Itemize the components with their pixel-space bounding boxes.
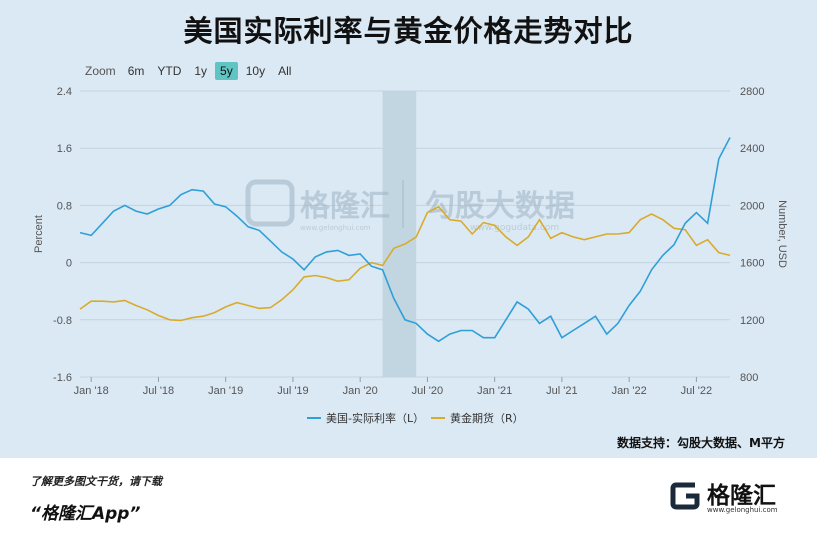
footer-promo-text: 了解更多图文干货，请下载 (30, 475, 162, 488)
watermark-url: www.gogudata.com (470, 223, 559, 233)
x-axis-ticks: Jan '18 Jul '18 Jan '19 Jul '19 Jan '20 Jul '… (74, 377, 712, 397)
watermark-partner: 勾股大数据 (425, 189, 575, 224)
right-tick-label: 1200 (740, 315, 764, 327)
watermark: 格隆汇 www.gelonghui.com 勾股大数据 www.gogudata… (245, 179, 575, 233)
brand-logo-icon (670, 482, 700, 510)
left-axis-ticks: 2.4 1.6 0.8 0 -0.8 -1.6 (53, 86, 72, 384)
watermark-brand: 格隆汇 (300, 189, 390, 224)
zoom-6m-button[interactable]: 6m (127, 64, 145, 78)
right-tick-label: 1600 (740, 258, 764, 270)
footer: 了解更多图文干货，请下载 “格隆汇App” 格隆汇 www.gelonghui.… (0, 458, 817, 538)
chart-title: 美国实际利率与黄金价格走势对比 (183, 14, 634, 48)
zoom-all-button[interactable]: All (278, 64, 292, 78)
x-tick-label: Jul '20 (412, 385, 443, 397)
right-axis-label: Number, USD (776, 200, 788, 268)
legend: 美国-实际利率（L） 黄金期货（R） (307, 411, 524, 425)
x-tick-label: Jul '22 (681, 385, 712, 397)
x-tick-label: Jul '21 (546, 385, 577, 397)
left-tick-label: 2.4 (57, 86, 72, 98)
x-tick-label: Jul '19 (277, 385, 308, 397)
zoom-bar: Zoom 6m YTD 1y 5y 10y All (85, 62, 299, 80)
series-gold-line (79, 205, 731, 322)
right-tick-label: 800 (740, 372, 758, 384)
left-tick-label: -1.6 (53, 372, 72, 384)
footer-app-name: “格隆汇App” (30, 504, 141, 524)
right-axis-ticks: 2800 2400 2000 1600 1200 800 (740, 86, 764, 384)
x-tick-label: Jan '21 (477, 385, 512, 397)
left-tick-label: 0 (66, 258, 72, 270)
left-tick-label: 1.6 (57, 143, 72, 155)
watermark-logo-icon (245, 179, 295, 227)
shaded-period-band (382, 91, 417, 377)
watermark-url2: www.gelonghui.com (300, 224, 371, 232)
zoom-5y-button[interactable]: 5y (215, 62, 238, 80)
legend-gold-label[interactable]: 黄金期货（R） (450, 411, 524, 425)
x-tick-label: Jan '19 (208, 385, 243, 397)
zoom-label: Zoom (85, 64, 116, 78)
x-tick-label: Jan '18 (74, 385, 109, 397)
x-tick-label: Jan '22 (612, 385, 647, 397)
zoom-1y-button[interactable]: 1y (194, 64, 208, 78)
zoom-ytd-button[interactable]: YTD (157, 64, 182, 78)
left-tick-label: -0.8 (53, 315, 72, 327)
right-tick-label: 2400 (740, 143, 764, 155)
chart-area: 格隆汇 www.gelonghui.com 勾股大数据 www.gogudata… (33, 86, 788, 425)
series-real-rate-line (79, 137, 731, 343)
right-tick-label: 2800 (740, 86, 764, 98)
footer-logo: 格隆汇 www.gelonghui.com (667, 474, 787, 522)
zoom-10y-button[interactable]: 10y (245, 64, 266, 78)
left-tick-label: 0.8 (57, 200, 72, 212)
x-tick-label: Jul '18 (143, 385, 174, 397)
data-source: 数据支持：勾股大数据、M平方 (617, 436, 785, 450)
left-axis-label: Percent (33, 215, 45, 253)
right-tick-label: 2000 (740, 200, 764, 212)
footer-logo-url: www.gelonghui.com (707, 506, 778, 514)
legend-real-rate-label[interactable]: 美国-实际利率（L） (326, 411, 424, 425)
x-tick-label: Jan '20 (343, 385, 378, 397)
footer-logo-text: 格隆汇 (707, 483, 776, 509)
